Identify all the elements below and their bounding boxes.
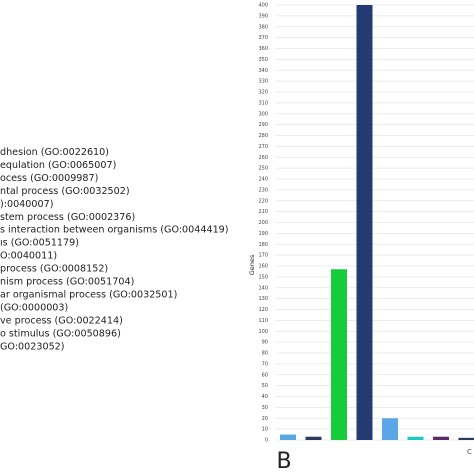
list-item: ar organismal process (GO:0032501) — [0, 289, 177, 300]
y-tick-label: 70 — [262, 361, 268, 367]
y-tick-label: 200 — [258, 220, 268, 226]
y-tick-label: 360 — [258, 46, 268, 52]
y-tick-label: 110 — [258, 318, 268, 324]
list-item: ıs (GO:0051179) — [0, 238, 79, 249]
y-tick-label: 380 — [258, 24, 268, 30]
y-tick-label: 400 — [258, 3, 268, 9]
y-tick-label: 60 — [262, 372, 268, 378]
list-item: ntal process (GO:0032502) — [0, 186, 130, 197]
y-tick-label: 20 — [262, 416, 268, 422]
list-item: O:0040011) — [0, 251, 57, 262]
list-item: dhesion (GO:0022610) — [0, 147, 109, 158]
list-item: stem process (GO:0002376) — [0, 212, 135, 223]
y-tick-label: 80 — [262, 351, 268, 357]
list-item: ve process (GO:0022414) — [0, 315, 123, 326]
y-tick-label: 130 — [258, 296, 268, 302]
list-item: s interaction between organisms (GO:0044… — [0, 225, 229, 236]
y-tick-label: 290 — [258, 122, 268, 128]
bar — [305, 436, 322, 440]
y-tick-label: 300 — [258, 111, 268, 117]
y-tick-label: 260 — [258, 155, 268, 161]
list-item: GO:0023052) — [0, 341, 65, 352]
list-item: o stimulus (GO:0050896) — [0, 328, 121, 339]
y-tick-label: 180 — [258, 242, 268, 248]
bar — [331, 269, 347, 440]
list-item: equlation (GO:0065007) — [0, 160, 116, 171]
list-item: nism process (GO:0051704) — [0, 277, 134, 288]
bar — [433, 436, 449, 440]
y-tick-label: 50 — [262, 383, 268, 389]
y-tick-label: 310 — [258, 100, 268, 106]
y-tick-label: 330 — [258, 79, 268, 85]
bar — [356, 5, 373, 440]
y-tick-label: 270 — [258, 144, 268, 150]
y-tick-label: 100 — [258, 329, 268, 335]
y-tick-label: 30 — [262, 405, 268, 411]
y-tick-label: 160 — [258, 264, 268, 270]
y-tick-label: 370 — [258, 35, 268, 41]
bar — [407, 436, 424, 440]
y-tick-label: 0 — [265, 438, 268, 444]
bar — [280, 434, 296, 440]
y-tick-label: 120 — [258, 307, 268, 313]
y-tick-label: 140 — [258, 285, 268, 291]
bar — [382, 418, 398, 440]
corner-label: C — [467, 448, 472, 456]
y-tick-label: 280 — [258, 133, 268, 139]
y-tick-label: 240 — [258, 177, 268, 183]
y-tick-label: 170 — [258, 253, 268, 259]
y-tick-label: 230 — [258, 187, 268, 193]
y-axis-label: Genes — [248, 254, 256, 275]
y-tick-label: 10 — [262, 427, 268, 433]
list-item: (GO:0000003) — [0, 302, 68, 313]
y-tick-label: 40 — [262, 394, 268, 400]
panel-label: B — [276, 449, 291, 474]
y-tick-label: 220 — [258, 198, 268, 204]
y-tick-label: 340 — [258, 68, 268, 74]
y-tick-label: 190 — [258, 231, 268, 237]
y-tick-label: 390 — [258, 13, 268, 19]
y-tick-label: 90 — [262, 340, 268, 346]
y-tick-label: 350 — [258, 57, 268, 63]
list-item: process (GO:0008152) — [0, 264, 108, 275]
y-tick-label: 250 — [258, 166, 268, 172]
bar — [458, 437, 474, 440]
y-tick-label: 320 — [258, 90, 268, 96]
list-item: ocess (GO:0009987) — [0, 173, 98, 184]
y-tick-label: 150 — [258, 274, 268, 280]
y-tick-label: 210 — [258, 209, 268, 215]
list-item: ):0040007) — [0, 199, 53, 210]
